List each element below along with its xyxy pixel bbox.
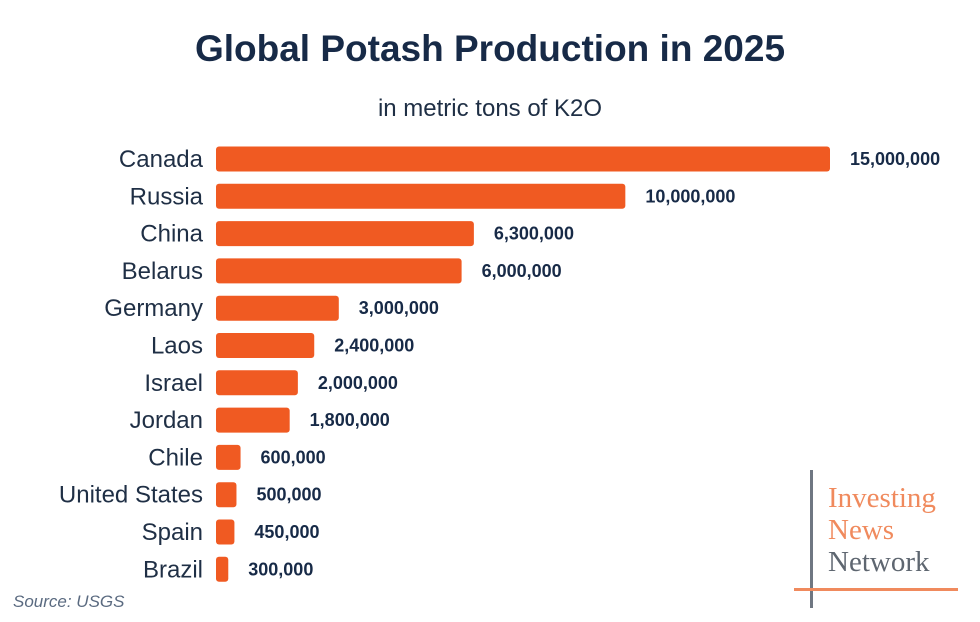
category-label: Israel xyxy=(144,370,203,397)
bar-germany xyxy=(216,295,339,321)
source-note: Source: USGS xyxy=(13,592,125,611)
chart-title: Global Potash Production in 2025 xyxy=(194,28,786,69)
value-label: 500,000 xyxy=(256,485,321,505)
bar-canada xyxy=(216,146,830,172)
value-label: 10,000,000 xyxy=(645,186,735,206)
value-label: 3,000,000 xyxy=(359,298,439,318)
bar-china xyxy=(216,221,474,247)
value-label: 300,000 xyxy=(248,559,313,579)
category-label: Chile xyxy=(148,444,203,471)
bar-laos xyxy=(216,333,315,358)
bar-spain xyxy=(216,519,235,545)
value-label: 600,000 xyxy=(261,447,326,467)
category-label: Canada xyxy=(119,146,204,173)
bar-chile xyxy=(216,444,241,470)
logo-text-line3: Network xyxy=(828,546,930,578)
value-label: 15,000,000 xyxy=(850,149,940,169)
value-label: 6,000,000 xyxy=(482,261,562,281)
investing-news-network-logo: Investing News Network xyxy=(790,470,960,610)
bar-united-states xyxy=(216,482,237,508)
category-label: Germany xyxy=(104,295,203,322)
bar-israel xyxy=(216,370,298,396)
category-label: Spain xyxy=(142,519,203,546)
logo-text-line1: Investing xyxy=(828,482,936,514)
value-label: 2,000,000 xyxy=(318,373,398,393)
category-label: China xyxy=(140,221,203,248)
logo-text-line2: News xyxy=(828,514,895,546)
logo-vertical-rule xyxy=(810,470,813,608)
value-label: 450,000 xyxy=(254,522,319,542)
bar-belarus xyxy=(216,258,462,284)
category-label: Jordan xyxy=(130,407,203,434)
bar-brazil xyxy=(216,556,229,582)
bar-russia xyxy=(216,183,626,209)
value-label: 6,300,000 xyxy=(494,224,574,244)
category-label: United States xyxy=(59,482,203,509)
category-label: Belarus xyxy=(122,258,203,285)
value-label: 1,800,000 xyxy=(310,410,390,430)
chart-subtitle: in metric tons of K2O xyxy=(377,95,603,122)
category-label: Brazil xyxy=(143,556,203,583)
category-label: Russia xyxy=(130,183,204,210)
bar-jordan xyxy=(216,407,290,433)
category-label: Laos xyxy=(151,333,203,360)
logo-horizontal-rule xyxy=(794,588,958,591)
value-label: 2,400,000 xyxy=(334,336,414,356)
